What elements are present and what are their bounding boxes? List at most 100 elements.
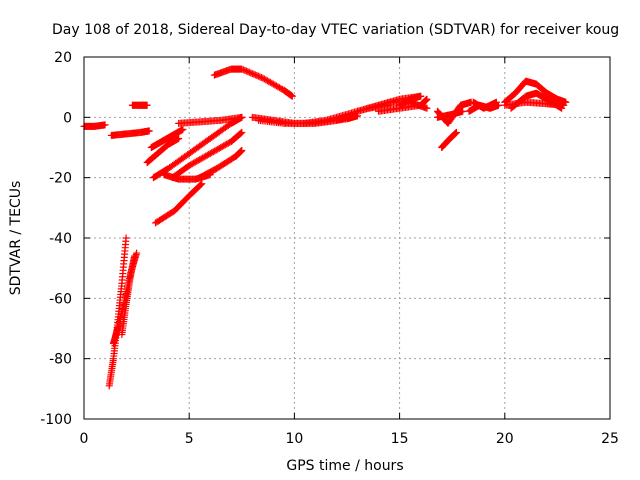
data-point bbox=[237, 129, 245, 137]
y-tick-label: -100 bbox=[40, 412, 72, 428]
data-point bbox=[492, 98, 500, 106]
data-point bbox=[245, 68, 253, 76]
x-axis-label: GPS time / hours bbox=[286, 458, 403, 474]
data-point bbox=[193, 157, 201, 165]
data-point bbox=[187, 161, 195, 169]
data-point bbox=[452, 128, 460, 136]
series-arc-u bbox=[375, 95, 431, 115]
data-point bbox=[253, 72, 261, 80]
data-point bbox=[206, 150, 214, 158]
y-tick-label: -60 bbox=[49, 291, 72, 307]
series-arc-x bbox=[433, 107, 467, 121]
data-point bbox=[241, 66, 249, 74]
data-point bbox=[191, 158, 199, 166]
data-point bbox=[101, 121, 109, 129]
data-point bbox=[122, 234, 130, 242]
data-point bbox=[423, 95, 431, 103]
data-point bbox=[209, 148, 217, 156]
data-point bbox=[272, 82, 280, 90]
data-point bbox=[211, 147, 219, 155]
data-point bbox=[247, 69, 255, 77]
data-point bbox=[250, 70, 258, 78]
data-point bbox=[263, 77, 271, 85]
data-point bbox=[175, 134, 183, 142]
data-point bbox=[269, 80, 277, 88]
data-point bbox=[288, 92, 296, 100]
series-arc-y bbox=[438, 128, 460, 151]
x-tick-label: 25 bbox=[601, 431, 619, 447]
series-arc-a bbox=[80, 121, 109, 130]
x-tick-label: 5 bbox=[185, 431, 194, 447]
data-point bbox=[268, 79, 276, 87]
series-arc-ad bbox=[501, 98, 568, 109]
data-point bbox=[196, 156, 204, 164]
x-tick-label: 10 bbox=[285, 431, 303, 447]
data-point bbox=[560, 101, 568, 109]
data-point bbox=[239, 66, 247, 74]
data-point bbox=[188, 160, 196, 168]
data-point bbox=[218, 143, 226, 151]
y-tick-label: -20 bbox=[49, 171, 72, 187]
data-point bbox=[212, 146, 220, 154]
data-point bbox=[260, 75, 268, 83]
x-tick-label: 20 bbox=[496, 431, 514, 447]
data-point bbox=[236, 130, 244, 138]
data-point bbox=[259, 74, 267, 82]
series-arc-ab bbox=[501, 77, 570, 106]
data-point bbox=[238, 65, 246, 73]
series-arc-n bbox=[175, 113, 246, 127]
data-point bbox=[205, 150, 213, 158]
data-point bbox=[215, 144, 223, 152]
data-point bbox=[423, 104, 431, 112]
series-arc-f bbox=[118, 252, 138, 339]
data-point bbox=[185, 162, 193, 170]
data-point bbox=[130, 252, 138, 260]
point-layer bbox=[80, 65, 570, 390]
plot-frame bbox=[83, 56, 611, 420]
series-arc-r bbox=[301, 101, 393, 127]
data-point bbox=[179, 125, 187, 133]
data-point bbox=[199, 154, 207, 162]
data-point bbox=[221, 141, 229, 149]
y-tick-label: 20 bbox=[54, 50, 72, 66]
series-arc-m bbox=[152, 180, 206, 227]
data-point bbox=[271, 81, 279, 89]
data-point bbox=[208, 149, 216, 157]
data-point bbox=[238, 147, 246, 155]
data-point bbox=[254, 72, 262, 80]
x-tick-label: 0 bbox=[80, 431, 89, 447]
y-tick-label: -40 bbox=[49, 231, 72, 247]
data-point bbox=[223, 140, 231, 148]
data-point bbox=[244, 68, 252, 76]
series-arc-b bbox=[107, 127, 153, 139]
y-axis-label: SDTVAR / TECUs bbox=[8, 181, 24, 296]
data-point bbox=[459, 107, 467, 115]
series-arc-c bbox=[128, 101, 151, 109]
data-point bbox=[214, 145, 222, 153]
series-arc-l bbox=[196, 147, 246, 182]
series-arc-o bbox=[210, 65, 296, 100]
data-point bbox=[145, 127, 153, 135]
series-arc-h bbox=[147, 125, 187, 151]
chart-title: Day 108 of 2018, Sidereal Day-to-day VTE… bbox=[52, 22, 619, 38]
data-point bbox=[202, 152, 210, 160]
data-point bbox=[274, 83, 282, 91]
data-point bbox=[257, 73, 265, 81]
series-arc-v bbox=[396, 92, 425, 109]
series-arc-k bbox=[168, 128, 246, 182]
data-point bbox=[256, 73, 264, 81]
data-point bbox=[238, 113, 246, 121]
data-point bbox=[197, 155, 205, 163]
data-point bbox=[203, 151, 211, 159]
data-point bbox=[194, 156, 202, 164]
y-tick-label: -80 bbox=[49, 352, 72, 368]
data-point bbox=[190, 159, 198, 167]
data-point bbox=[220, 142, 228, 150]
data-point bbox=[238, 128, 246, 136]
data-point bbox=[266, 78, 274, 86]
data-point bbox=[251, 71, 259, 79]
y-tick-label: 0 bbox=[63, 110, 72, 126]
grid-layer bbox=[84, 57, 610, 419]
